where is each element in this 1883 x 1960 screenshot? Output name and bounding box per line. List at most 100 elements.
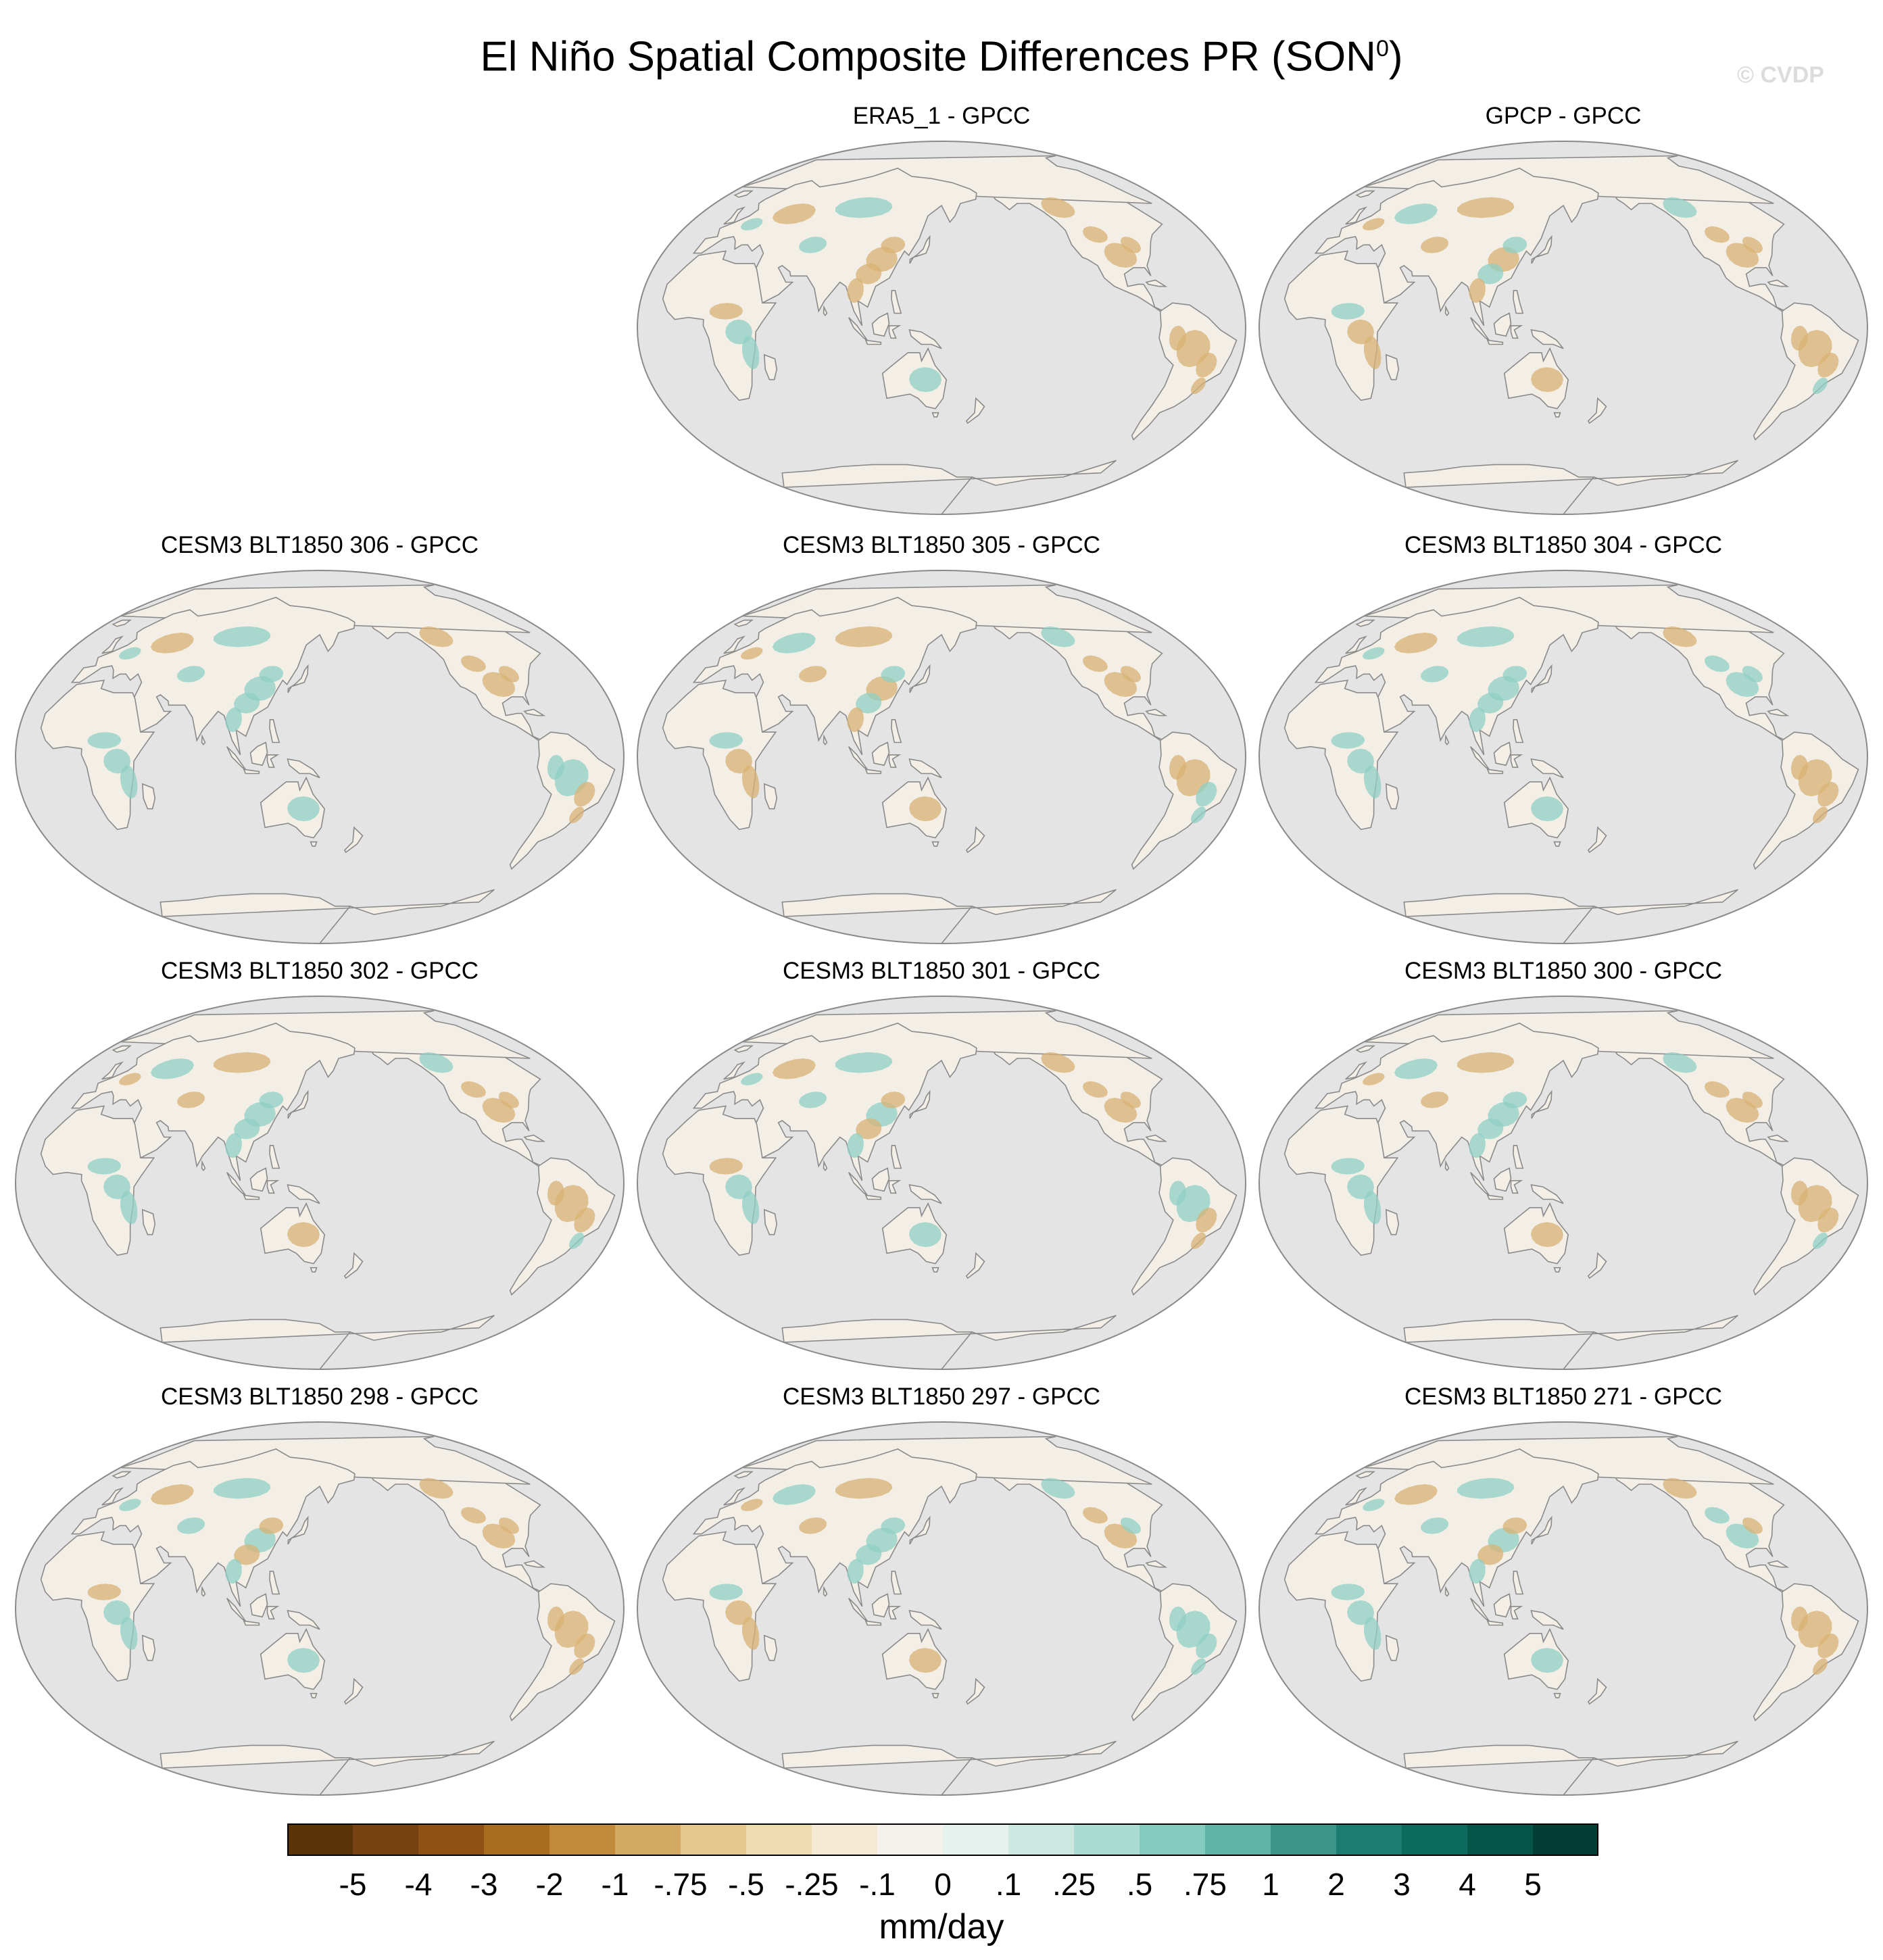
land-ant <box>1403 889 1738 944</box>
land-ice <box>733 1471 754 1479</box>
land-cel <box>1510 325 1523 339</box>
land-tas <box>1553 1692 1561 1698</box>
land-ant <box>781 1740 1117 1795</box>
land-png <box>908 1184 942 1204</box>
land-cuba <box>523 1560 546 1568</box>
land-jpn <box>1531 235 1552 264</box>
world-map <box>1258 141 1868 515</box>
anomaly-patch <box>741 218 763 230</box>
anomaly-patch <box>1394 1058 1438 1079</box>
anomaly-patch <box>1082 1506 1108 1524</box>
anomaly-patch <box>1394 633 1438 654</box>
land-cuba <box>523 708 546 716</box>
anomaly-patch <box>547 1180 564 1206</box>
anomaly-patch <box>1196 1207 1217 1233</box>
land-cuba <box>1145 279 1168 287</box>
anomaly-patch <box>881 666 906 683</box>
land-cuba <box>523 1134 546 1142</box>
anomaly-patch <box>460 1081 486 1098</box>
land-mad <box>1385 1208 1400 1235</box>
land-ice <box>112 1471 132 1479</box>
land-sa <box>1131 1157 1238 1296</box>
anomaly-patch <box>835 626 893 647</box>
anomaly-patch <box>1169 1606 1186 1632</box>
land-tas <box>310 1692 318 1698</box>
anomaly-patch <box>909 796 942 822</box>
land-mad <box>763 783 778 810</box>
colorbar-tick-label: -1 <box>601 1867 629 1902</box>
land-jpn <box>287 664 309 693</box>
map-panel: GPCP - GPCC <box>1257 101 1869 554</box>
land-tas <box>310 1267 318 1273</box>
anomaly-patch <box>177 1092 205 1108</box>
anomaly-patch <box>1663 626 1697 647</box>
land-uk <box>1345 635 1368 654</box>
colorbar-swatch <box>287 1823 353 1856</box>
anomaly-patch <box>213 1477 271 1499</box>
anomaly-patch <box>1704 655 1730 672</box>
land-cuba <box>1145 1560 1168 1568</box>
land-phl <box>891 1571 902 1595</box>
anomaly-patch <box>419 1052 454 1073</box>
anomaly-patch <box>287 1648 320 1673</box>
land-sa <box>1131 1583 1238 1721</box>
land-bor <box>871 741 890 766</box>
anomaly-patch <box>1457 626 1515 647</box>
anomaly-patch <box>119 647 141 660</box>
land-cel <box>266 1180 280 1194</box>
land-cuba <box>1767 1134 1790 1142</box>
anomaly-patch <box>1363 1191 1381 1225</box>
anomaly-patch <box>498 1517 519 1534</box>
anomaly-patch <box>120 765 138 799</box>
anomaly-patch <box>1817 1633 1839 1659</box>
land-cel <box>888 325 902 339</box>
anomaly-patch <box>151 633 194 654</box>
land-nz <box>1587 826 1607 854</box>
colorbar-swatch <box>746 1823 812 1856</box>
land-tas <box>1553 1267 1561 1273</box>
land-uk <box>1345 1487 1368 1506</box>
land-eur <box>70 597 356 756</box>
anomaly-patch <box>574 1207 595 1233</box>
anomaly-patch <box>1531 796 1563 822</box>
land-eur <box>692 1023 977 1181</box>
land-sa <box>509 731 616 870</box>
land-sri <box>201 734 206 745</box>
anomaly-patch <box>881 237 906 253</box>
land-bor <box>1493 1167 1512 1192</box>
panel-title: CESM3 BLT1850 271 - GPCC <box>1404 1383 1723 1410</box>
land-sa <box>1753 1583 1859 1721</box>
anomaly-patch <box>1817 352 1839 378</box>
land-tas <box>931 1267 939 1273</box>
map-panel: CESM3 BLT1850 305 - GPCC <box>635 531 1248 983</box>
anomaly-patch <box>1363 1498 1385 1511</box>
land-ant <box>781 1315 1117 1369</box>
land-jpn <box>287 1089 309 1119</box>
anomaly-patch <box>213 1052 271 1073</box>
colorbar-units: mm/day <box>879 1907 1004 1946</box>
land-sri <box>823 1160 828 1171</box>
land-sri <box>1444 734 1450 745</box>
land-nz <box>343 826 364 854</box>
world-map <box>637 570 1246 944</box>
anomaly-patch <box>119 1498 141 1511</box>
land-tas <box>310 841 318 847</box>
watermark: © CVDP <box>1737 62 1824 88</box>
land-sum <box>1469 746 1490 770</box>
land-mad <box>141 783 156 810</box>
land-png <box>1530 329 1564 349</box>
land-ice <box>1355 619 1375 627</box>
land-eur <box>1314 1023 1599 1181</box>
land-sum <box>226 1172 246 1196</box>
map-border <box>15 1421 625 1796</box>
land-sri <box>1444 1586 1450 1597</box>
land-uk <box>723 635 746 654</box>
anomaly-patch <box>741 1073 763 1085</box>
land-sum <box>226 746 246 770</box>
land-sa <box>509 1157 616 1296</box>
colorbar-tick-label: -5 <box>339 1867 367 1902</box>
anomaly-patch <box>1421 1092 1448 1108</box>
anomaly-patch <box>1663 1477 1697 1499</box>
land-nz <box>343 1677 364 1705</box>
land-nz <box>1587 397 1607 424</box>
